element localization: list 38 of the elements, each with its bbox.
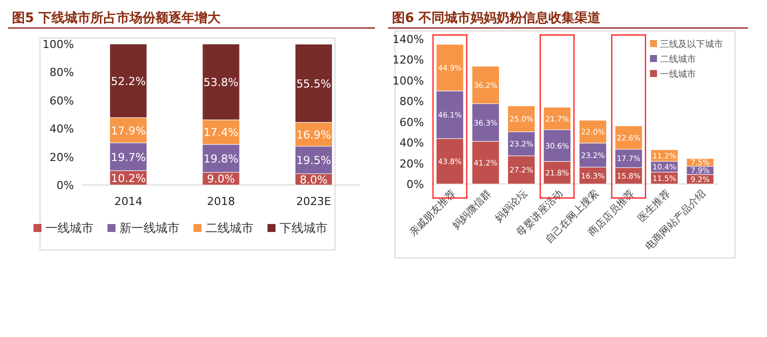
data-label: 16.9% (296, 128, 332, 142)
y-tick-label: 20% (400, 157, 424, 170)
data-label: 19.5% (296, 154, 332, 168)
y-tick-label: 40% (50, 122, 74, 136)
legend-label: 下线城市 (280, 221, 328, 235)
y-tick-label: 120% (392, 54, 424, 67)
data-label: 53.8% (204, 76, 238, 89)
legend-label: 三线及以下城市 (660, 39, 723, 50)
data-label: 19.7% (110, 150, 146, 164)
data-label: 9.0% (207, 172, 235, 186)
y-tick-label: 0% (406, 178, 424, 191)
data-label: 55.5% (296, 77, 332, 90)
data-label: 19.8% (204, 152, 238, 166)
chart-title: 图5 下线城市所占市场份额逐年增大 (12, 10, 222, 26)
data-label: 52.2% (110, 74, 146, 88)
y-tick-label: 60% (400, 116, 424, 129)
y-tick-label: 100% (392, 74, 424, 88)
y-tick-label: 60% (50, 94, 74, 108)
x-tick-label: 2018 (207, 195, 235, 208)
data-label: 17.4% (204, 126, 238, 140)
x-tick-label: 2023E (296, 195, 332, 208)
legend-label: 一线城市 (660, 69, 696, 80)
legend-label: 二线城市 (660, 54, 696, 65)
legend-label: 一线城市 (46, 221, 94, 235)
y-tick-label: 100% (42, 38, 74, 51)
x-tick-label: 2014 (114, 195, 142, 208)
chart-title: 图6 不同城市妈妈奶粉信息收集渠道 (392, 10, 602, 26)
data-label: 17.9% (110, 124, 146, 138)
data-label: 10.2% (110, 172, 146, 185)
y-tick-label: 80% (400, 95, 424, 108)
y-tick-label: 40% (400, 136, 424, 150)
y-tick-label: 20% (50, 150, 74, 164)
legend-label: 二线城市 (206, 221, 254, 235)
legend-label: 新一线城市 (120, 221, 180, 235)
data-label: 8.0% (300, 173, 328, 186)
y-tick-label: 80% (50, 66, 74, 80)
y-tick-label: 140% (392, 33, 424, 46)
y-tick-label: 0% (56, 179, 74, 192)
